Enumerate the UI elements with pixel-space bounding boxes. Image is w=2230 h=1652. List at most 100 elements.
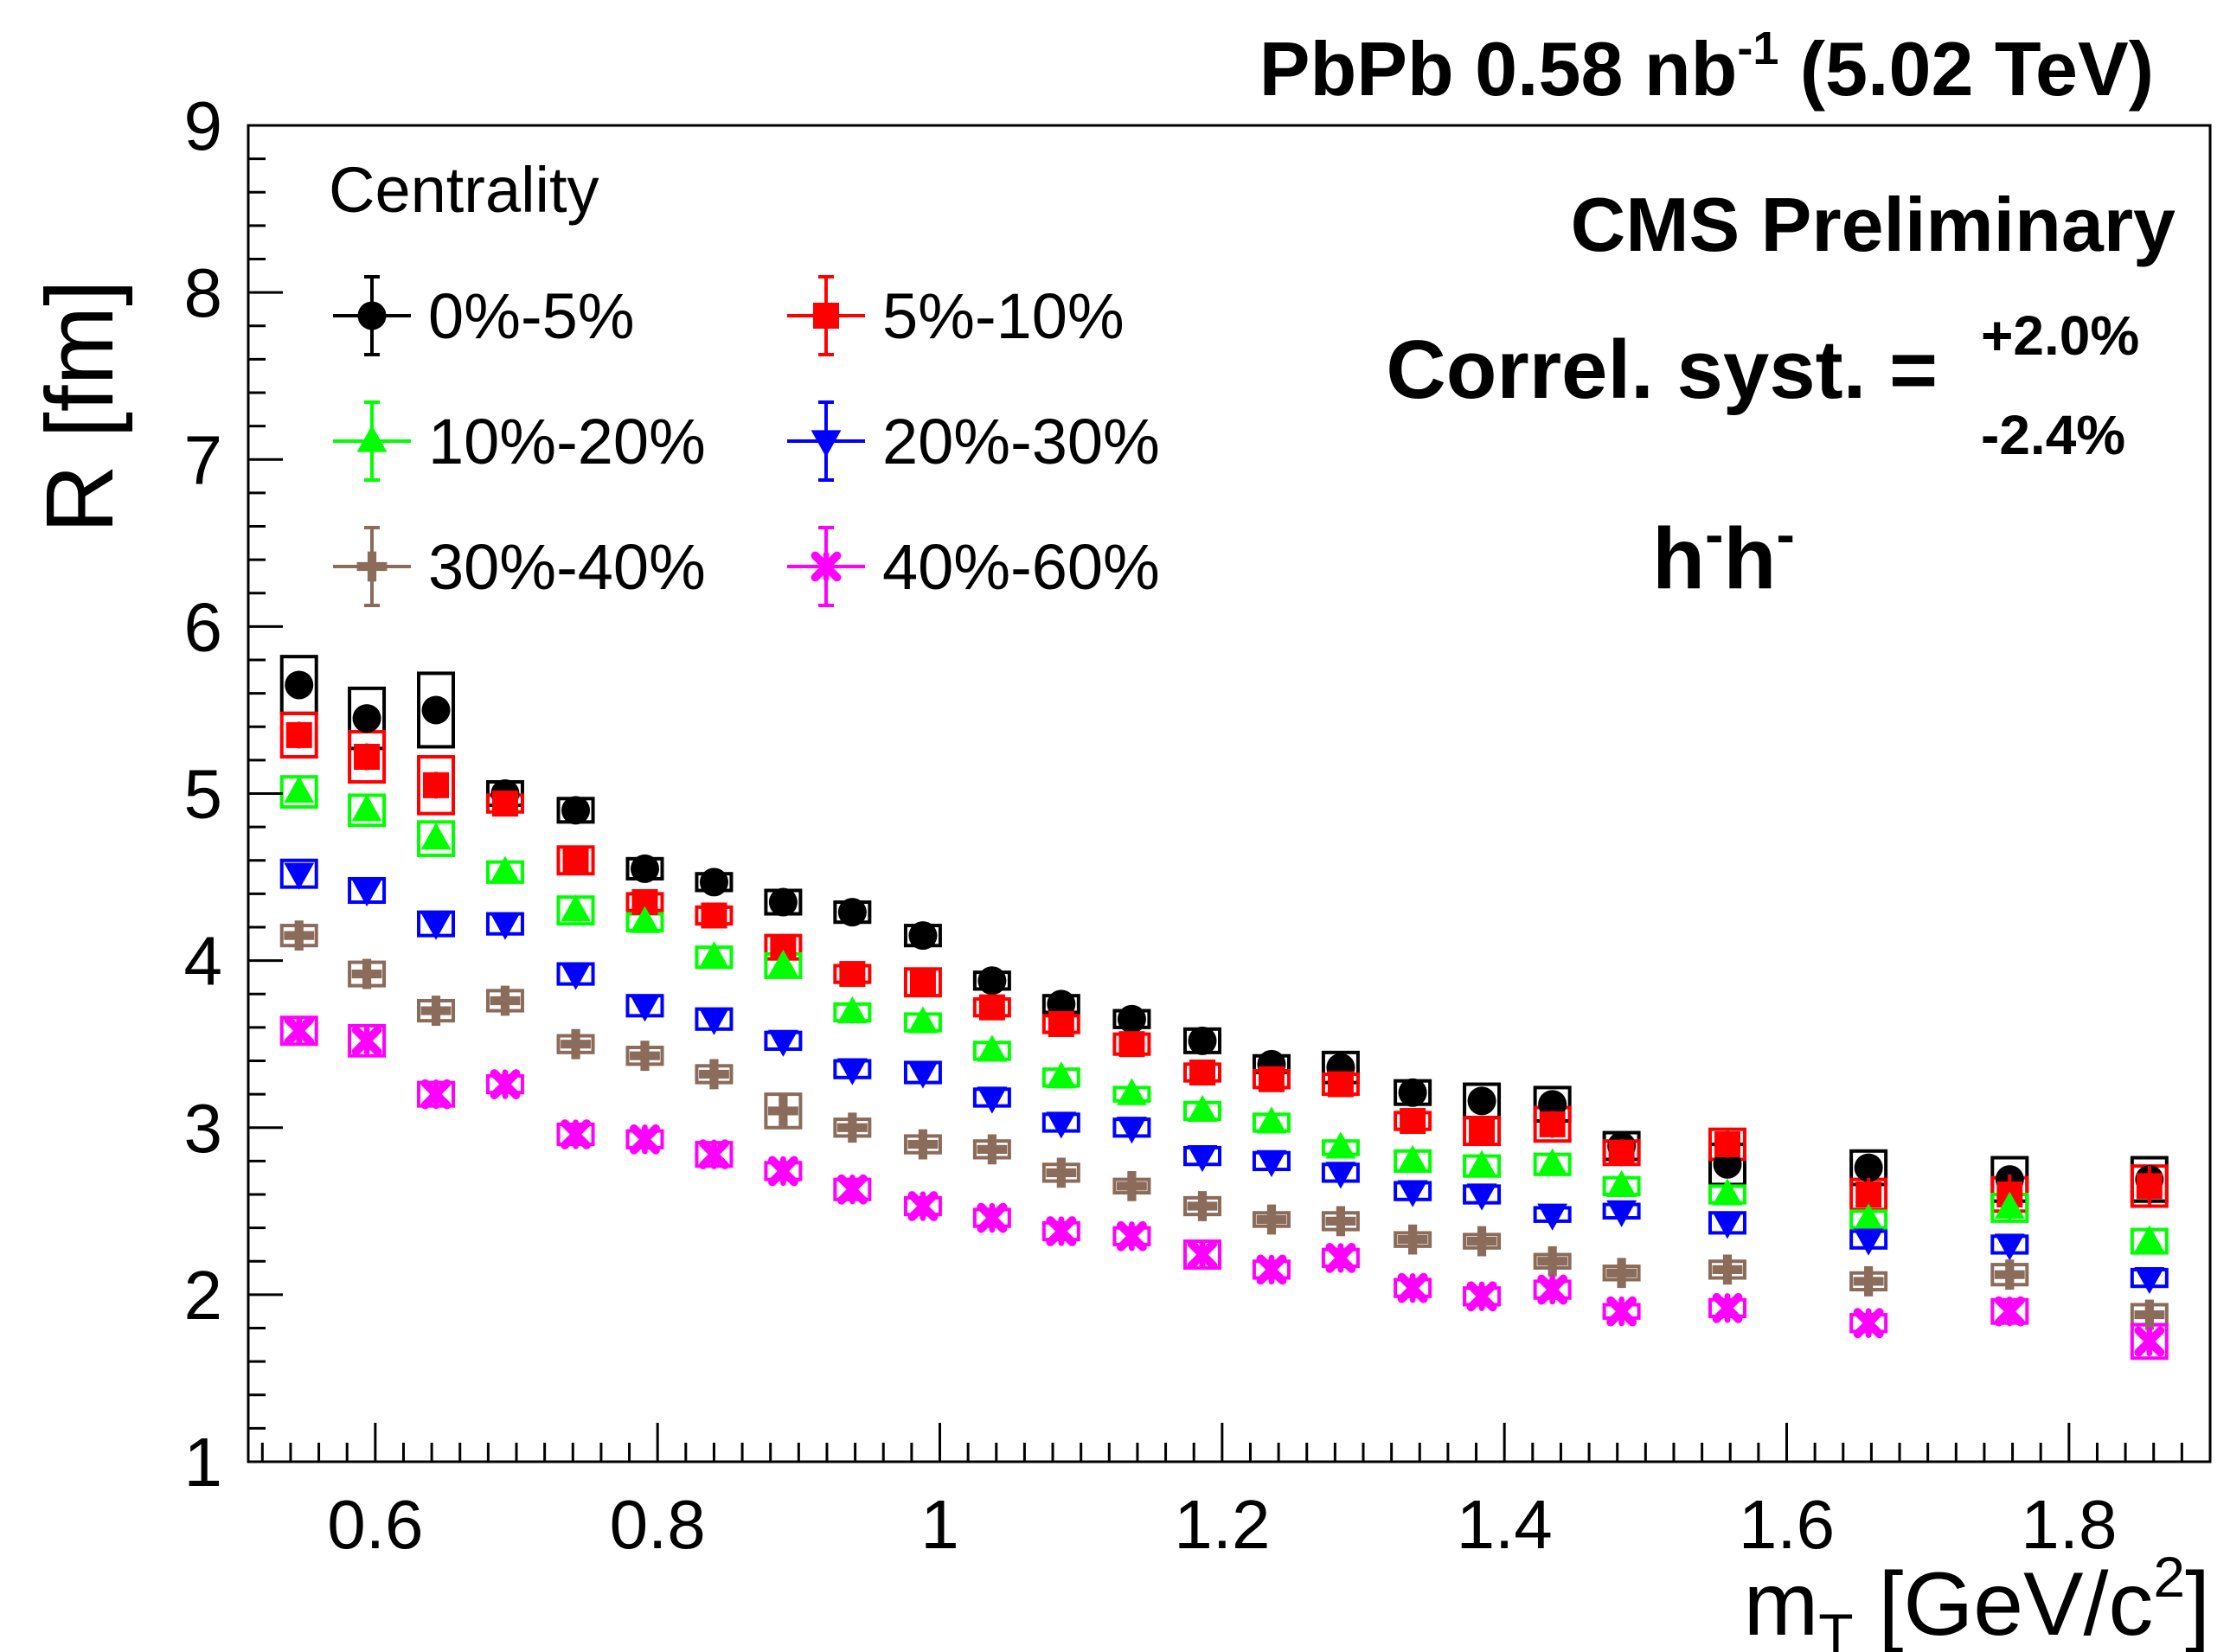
series-0pct-5pct-point — [285, 670, 314, 700]
series-20pct-30pct-point — [1117, 1117, 1147, 1144]
x-tick-label: 1 — [920, 1486, 959, 1563]
legend-label: 0%-5% — [428, 280, 635, 352]
series-10pct-20pct-point — [977, 1034, 1008, 1062]
pair-label: h-h- — [1652, 503, 1795, 607]
series-30pct-40pct-point — [767, 1096, 798, 1126]
syst-box — [1463, 1116, 1502, 1147]
series-5pct-10pct-point — [701, 902, 727, 929]
series-5pct-10pct-point — [1327, 1071, 1354, 1098]
series-40pct-60pct-point — [1537, 1274, 1568, 1305]
legend-entry-40pct-60pct: 40%-60% — [787, 526, 1160, 607]
x-tick-label: 0.6 — [327, 1486, 423, 1563]
y-tick-label: 3 — [184, 1090, 223, 1167]
series-40pct-60pct-point — [490, 1069, 521, 1099]
syst-box — [764, 1092, 803, 1130]
syst-box — [348, 1023, 387, 1058]
series-30pct-40pct-point — [907, 1129, 939, 1160]
series-40pct-60pct-point — [1466, 1281, 1497, 1312]
x-tick-label: 1.2 — [1174, 1486, 1270, 1563]
series-0pct-5pct-point — [421, 695, 451, 725]
series-10pct-20pct-point — [1256, 1106, 1287, 1134]
series-20pct-30pct-point — [351, 879, 382, 907]
series-5pct-10pct-point — [423, 772, 450, 798]
series-40pct-60pct-point — [2134, 1326, 2165, 1357]
series-0pct-5pct-point — [699, 868, 728, 897]
series-5pct-10pct-point — [1118, 1031, 1145, 1058]
series-40pct-60pct-point — [284, 1015, 315, 1047]
legend-label: 20%-30% — [882, 406, 1160, 477]
legend-entry-30pct-40pct: 30%-40% — [333, 526, 706, 607]
series-0pct-5pct-point — [1188, 1026, 1217, 1055]
series-10pct-20pct-point — [630, 906, 660, 933]
legend-label: 5%-10% — [882, 280, 1125, 352]
series-10pct-20pct-point — [351, 794, 382, 822]
series-10pct-20pct-point — [1994, 1191, 2025, 1220]
legend-entry-10pct-20pct: 10%-20% — [333, 400, 706, 482]
series-30pct-40pct-point — [1256, 1204, 1287, 1235]
series-40pct-60pct-point — [420, 1079, 452, 1110]
series-0pct-5pct-point — [561, 796, 591, 825]
series-10pct-20pct-point — [767, 949, 798, 977]
series-5pct-10pct-point — [978, 994, 1005, 1021]
series-20pct-30pct-point — [284, 862, 315, 890]
series-0pct-5pct-point — [1467, 1086, 1496, 1116]
series-20pct-30pct-point — [699, 1008, 729, 1035]
series-10pct-20pct-point — [1466, 1149, 1497, 1177]
series-30pct-40pct-point — [836, 1112, 868, 1143]
series-20pct-30pct-point — [1712, 1212, 1743, 1239]
series-20pct-30pct-point — [630, 995, 660, 1022]
series-10pct-20pct-point — [490, 855, 521, 883]
series-10pct-20pct-point — [2134, 1225, 2165, 1252]
series-20pct-30pct-point — [977, 1086, 1008, 1114]
series-0pct-5pct-point — [1854, 1153, 1883, 1182]
series-20pct-30pct-point — [2134, 1266, 2165, 1295]
series-40pct-60pct-point — [699, 1139, 729, 1170]
y-tick-label: 6 — [184, 588, 223, 665]
series-5pct-10pct-point — [1855, 1181, 1882, 1207]
series-10pct-20pct-point — [836, 996, 868, 1024]
correl-syst-label: Correl. syst. = — [1386, 323, 1938, 416]
syst-box — [556, 845, 595, 876]
legend-marker — [356, 425, 388, 452]
legend-marker — [356, 551, 388, 582]
series-40pct-60pct-point — [1046, 1216, 1077, 1246]
series-20pct-30pct-point — [1256, 1149, 1287, 1177]
series-10pct-20pct-point — [1606, 1169, 1637, 1197]
series-10pct-20pct-point — [1117, 1078, 1147, 1105]
series-40pct-60pct-point — [1853, 1308, 1884, 1339]
legend-entry-20pct-30pct: 20%-30% — [787, 400, 1160, 482]
series-40pct-60pct-point — [1256, 1254, 1287, 1285]
series-40pct-60pct-point — [1117, 1220, 1147, 1252]
series-30pct-40pct-point — [630, 1041, 660, 1072]
x-tick-label: 1.4 — [1457, 1486, 1553, 1563]
series-20pct-30pct-point — [1537, 1203, 1568, 1231]
correl-syst-plus: +2.0% — [1981, 304, 2139, 367]
series-30pct-40pct-point — [1325, 1206, 1356, 1237]
series-0pct-5pct-point — [630, 854, 659, 883]
series-0pct-5pct-point — [837, 898, 867, 927]
series-10pct-20pct-point — [284, 775, 315, 804]
legend-title: Centrality — [329, 154, 599, 226]
series-30pct-40pct-point — [1046, 1157, 1077, 1188]
series-40pct-60pct-point — [1397, 1272, 1428, 1303]
series-30pct-40pct-point — [1712, 1254, 1743, 1285]
legend-marker — [357, 301, 387, 330]
legend-entry-5pct-10pct: 5%-10% — [787, 275, 1125, 356]
y-tick-label: 4 — [184, 923, 223, 1000]
y-tick-label: 7 — [184, 421, 223, 498]
y-tick-label: 1 — [184, 1424, 223, 1501]
series-40pct-60pct-point — [977, 1202, 1008, 1233]
series-5pct-10pct-point — [1714, 1131, 1740, 1158]
lumi-label: PbPb 0.58 nb-1 (5.02 TeV) — [1259, 22, 2154, 112]
series-30pct-40pct-point — [1466, 1226, 1497, 1257]
series-5pct-10pct-point — [839, 961, 866, 988]
y-tick-label: 5 — [184, 756, 223, 833]
x-axis-title: mT [GeV/c2] — [1744, 1545, 2210, 1652]
legend-marker — [813, 303, 839, 329]
x-tick-label: 1.6 — [1739, 1486, 1835, 1563]
legend-label: 30%-40% — [428, 531, 706, 603]
series-40pct-60pct-point — [767, 1156, 798, 1187]
series-20pct-30pct-point — [767, 1029, 798, 1057]
series-10pct-20pct-point — [561, 894, 591, 922]
